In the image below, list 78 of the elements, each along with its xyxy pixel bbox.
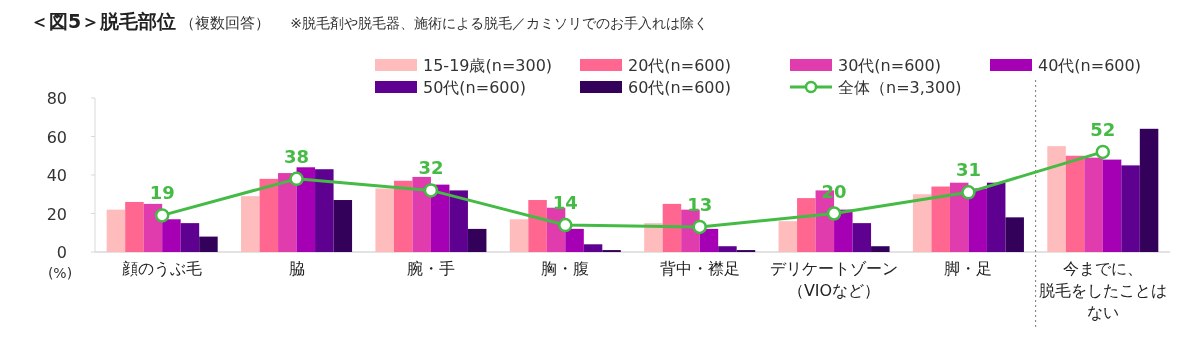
x-tick-label: 胸・腹 [541, 259, 590, 278]
bar [296, 167, 316, 252]
legend-label: 60代(n=600) [628, 78, 731, 97]
bar [968, 188, 987, 252]
bar [912, 194, 932, 252]
bar [986, 182, 1006, 252]
bar [278, 173, 297, 252]
bar [125, 201, 144, 252]
bar [467, 228, 487, 252]
bar [1084, 157, 1103, 252]
bar [1139, 128, 1159, 252]
data-label: 20 [821, 180, 847, 202]
bar [509, 219, 529, 252]
x-tick-label: 今までに、脱毛をしたことはない [1038, 259, 1167, 322]
bar [241, 196, 260, 252]
bar [393, 180, 413, 252]
point [154, 208, 170, 223]
bar [931, 186, 950, 252]
bar [718, 246, 737, 252]
data-label: 14 [552, 192, 578, 214]
y-axis-title: (%) [47, 265, 73, 281]
bar [1121, 165, 1140, 252]
bar [1047, 146, 1066, 252]
y-tick-label: 40 [46, 166, 67, 185]
bar [565, 228, 584, 252]
chart-subtitle: （複数回答） [180, 14, 271, 32]
bar [333, 200, 353, 252]
bar [1065, 155, 1085, 252]
data-label: 52 [1090, 118, 1116, 140]
legend-label: 30代(n=600) [838, 56, 941, 75]
x-tick-label: 腕・手 [406, 259, 455, 278]
bar [259, 178, 279, 252]
y-tick-label: 20 [46, 204, 67, 224]
bar [1005, 217, 1024, 252]
bar [662, 203, 682, 252]
data-label: 13 [687, 193, 713, 215]
x-tick-label: デリケートゾーン（VIOなど） [770, 259, 899, 300]
bar [1102, 159, 1122, 252]
bar [449, 190, 468, 252]
point [1095, 144, 1111, 160]
legend-label: 40代(n=600) [1038, 56, 1141, 75]
bar [528, 200, 547, 252]
x-tick-label: 脚・足 [944, 259, 993, 278]
y-tick-label: 80 [46, 89, 67, 108]
data-label: 19 [149, 182, 175, 204]
bar [699, 228, 719, 252]
x-tick-label: 脇 [288, 259, 305, 278]
bar [797, 198, 816, 252]
bar [375, 188, 394, 252]
data-label: 32 [418, 157, 444, 179]
bar [315, 169, 334, 252]
legend-label: 15-19歳(n=300) [423, 56, 553, 75]
bar [778, 221, 798, 252]
bar [871, 246, 890, 252]
point [558, 217, 573, 233]
bar [199, 236, 218, 252]
bar [412, 176, 431, 252]
legend-label: 20代(n=600) [628, 56, 731, 75]
y-tick-label: 0 [56, 243, 67, 262]
bar [162, 219, 181, 252]
data-label: 38 [284, 145, 310, 167]
point [826, 206, 842, 221]
text: ※脱毛剤や脱毛器、施術による脱毛／カミソリでのお手入れは除く [290, 15, 708, 31]
legend-label: 全体（n=3,300) [838, 78, 962, 97]
data-label: 31 [955, 159, 981, 181]
x-tick-label: 顔のうぶ毛 [122, 259, 203, 278]
bar [106, 209, 126, 252]
point [961, 185, 976, 200]
point [692, 219, 707, 235]
bar [852, 223, 872, 252]
bar [180, 223, 200, 252]
point [423, 183, 439, 198]
legend-label: 50代(n=600) [423, 78, 526, 97]
x-tick-label: 背中・襟足 [659, 259, 740, 278]
chart-title: ＜図5＞脱毛部位 [30, 10, 177, 32]
y-tick-label: 60 [46, 127, 67, 147]
bar [583, 244, 603, 252]
point [289, 171, 304, 187]
